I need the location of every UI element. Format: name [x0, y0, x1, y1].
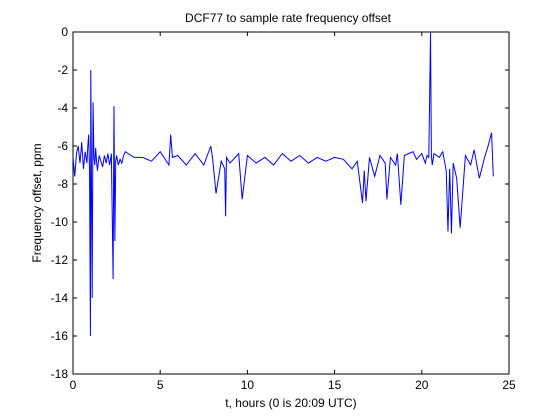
x-tick-label: 25 [502, 378, 516, 392]
x-tick-label: 15 [328, 378, 342, 392]
x-tick-label: 5 [157, 378, 164, 392]
y-tick-label: -6 [57, 139, 68, 153]
y-tick-label: 0 [61, 25, 68, 39]
x-tick-label: 20 [415, 378, 429, 392]
y-tick-label: -18 [51, 367, 69, 381]
chart-title: DCF77 to sample rate frequency offset [185, 11, 392, 25]
y-tick-label: -10 [51, 215, 69, 229]
y-tick-label: -16 [51, 329, 69, 343]
x-tick-label: 10 [241, 378, 255, 392]
x-axis: 0 5 10 15 20 25 [70, 32, 516, 392]
y-axis-label: Frequency offset, ppm [30, 143, 44, 262]
series-line [72, 31, 494, 337]
series-layer [72, 31, 494, 337]
y-tick-label: -4 [57, 101, 68, 115]
x-axis-label: t, hours (0 is 20:09 UTC) [225, 396, 356, 410]
x-tick-label: 0 [70, 378, 77, 392]
y-tick-label: -14 [51, 291, 69, 305]
plot-area [72, 31, 510, 375]
y-tick-label: -12 [51, 253, 69, 267]
y-axis: 0 -2 -4 -6 -8 -10 -12 -14 -16 -18 [51, 25, 509, 381]
y-tick-label: -2 [57, 63, 68, 77]
y-tick-label: -8 [57, 177, 68, 191]
